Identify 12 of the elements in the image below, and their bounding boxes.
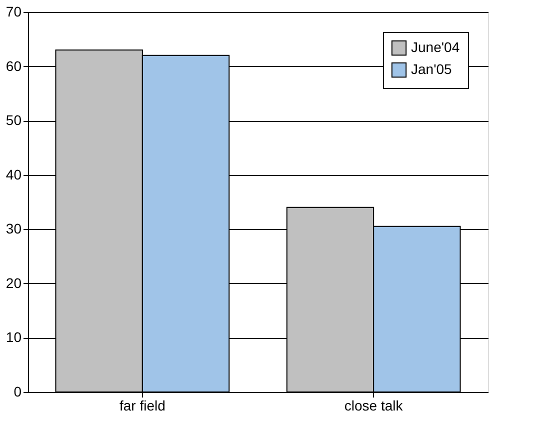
x-tick-label: far field — [119, 398, 166, 414]
y-tick-label: 20 — [6, 274, 22, 291]
x-tick-label: close talk — [344, 398, 404, 414]
y-tick-label: 70 — [6, 4, 22, 20]
y-tick-label: 50 — [6, 112, 22, 128]
y-tick-label: 60 — [6, 58, 22, 74]
y-tick-label: 30 — [6, 220, 22, 237]
y-tick-label: 0 — [14, 384, 22, 400]
legend-label: June'04 — [411, 39, 460, 55]
y-tick-label: 40 — [6, 166, 22, 182]
legend-label: Jan'05 — [411, 61, 452, 77]
y-tick-label: 10 — [6, 329, 22, 346]
